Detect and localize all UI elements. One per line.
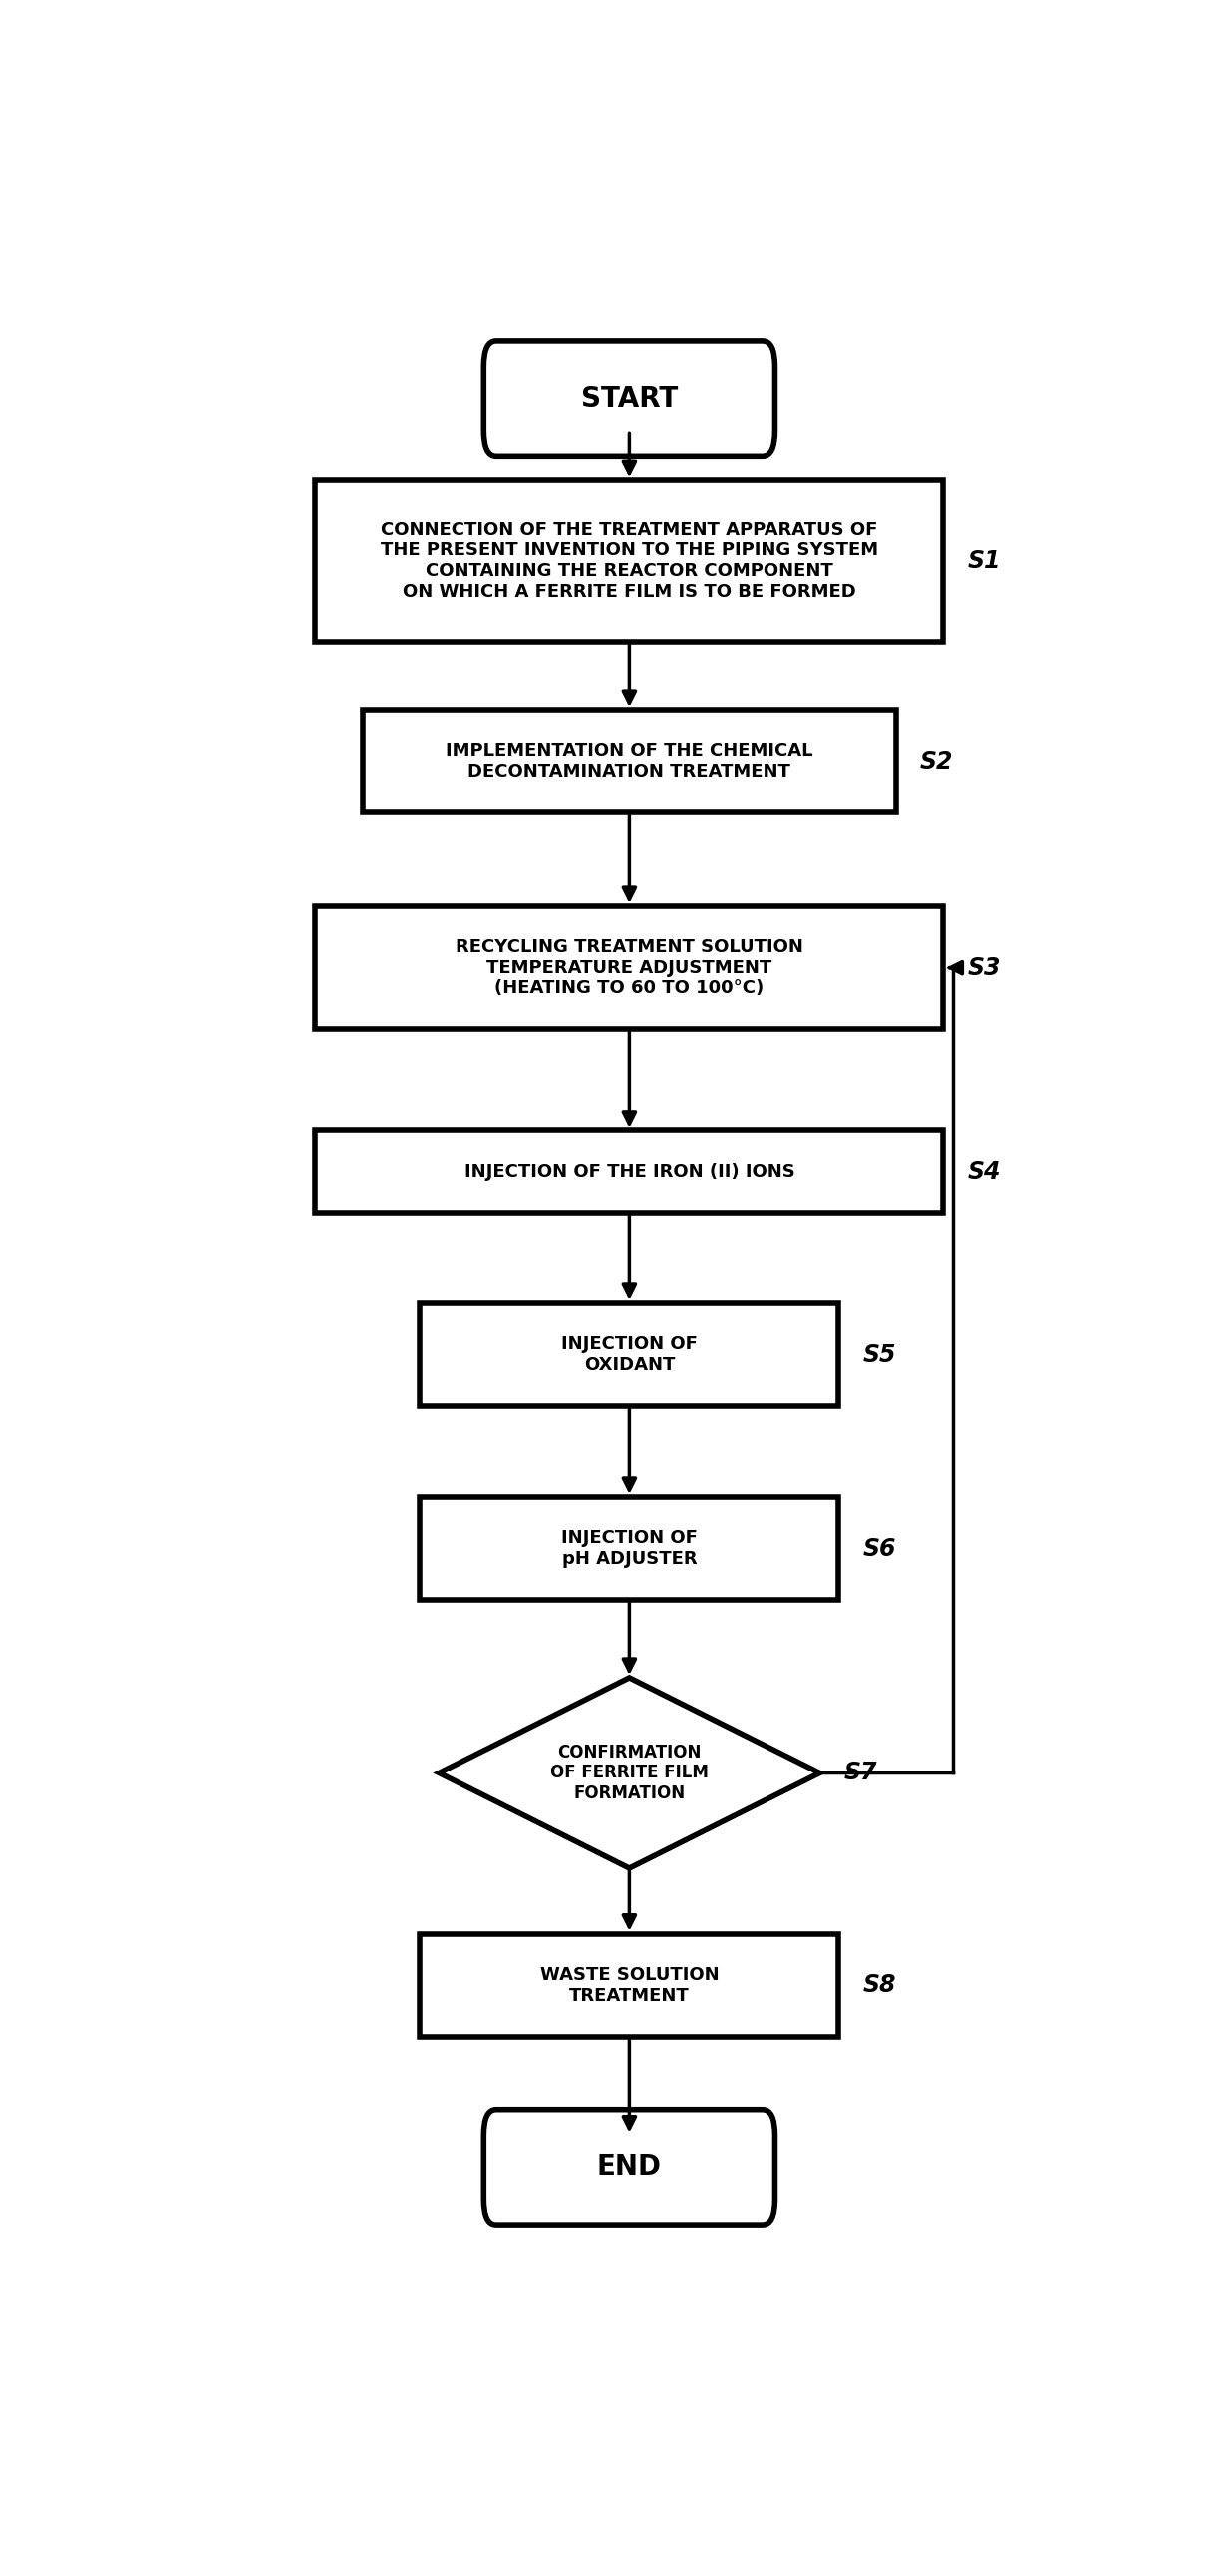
Text: CONFIRMATION
OF FERRITE FILM
FORMATION: CONFIRMATION OF FERRITE FILM FORMATION [550, 1744, 709, 1803]
Text: S6: S6 [862, 1538, 896, 1561]
Bar [420, 1303, 839, 1406]
Bar [363, 711, 895, 814]
Text: S4: S4 [968, 1159, 1001, 1185]
Text: S1: S1 [968, 549, 1001, 572]
Bar [316, 1131, 943, 1213]
Polygon shape [440, 1677, 820, 1868]
Text: S7: S7 [844, 1762, 877, 1785]
Text: S8: S8 [862, 1973, 896, 1996]
Bar [316, 479, 943, 641]
Text: S3: S3 [968, 956, 1001, 979]
Text: IMPLEMENTATION OF THE CHEMICAL
DECONTAMINATION TREATMENT: IMPLEMENTATION OF THE CHEMICAL DECONTAMI… [446, 742, 813, 781]
Text: S2: S2 [920, 750, 953, 773]
FancyBboxPatch shape [484, 2110, 775, 2226]
Text: CONNECTION OF THE TREATMENT APPARATUS OF
THE PRESENT INVENTION TO THE PIPING SYS: CONNECTION OF THE TREATMENT APPARATUS OF… [381, 520, 878, 600]
Text: INJECTION OF THE IRON (II) IONS: INJECTION OF THE IRON (II) IONS [464, 1162, 795, 1180]
FancyBboxPatch shape [484, 340, 775, 456]
Text: S5: S5 [862, 1342, 896, 1365]
Bar [420, 1935, 839, 2038]
Text: INJECTION OF
OXIDANT: INJECTION OF OXIDANT [561, 1334, 698, 1373]
Text: START: START [581, 384, 678, 412]
Text: RECYCLING TREATMENT SOLUTION
TEMPERATURE ADJUSTMENT
(HEATING TO 60 TO 100°C): RECYCLING TREATMENT SOLUTION TEMPERATURE… [456, 938, 803, 997]
Text: WASTE SOLUTION
TREATMENT: WASTE SOLUTION TREATMENT [540, 1965, 718, 2004]
Bar [316, 907, 943, 1030]
Text: END: END [597, 2154, 662, 2182]
Text: INJECTION OF
pH ADJUSTER: INJECTION OF pH ADJUSTER [561, 1530, 698, 1569]
Bar [420, 1497, 839, 1600]
